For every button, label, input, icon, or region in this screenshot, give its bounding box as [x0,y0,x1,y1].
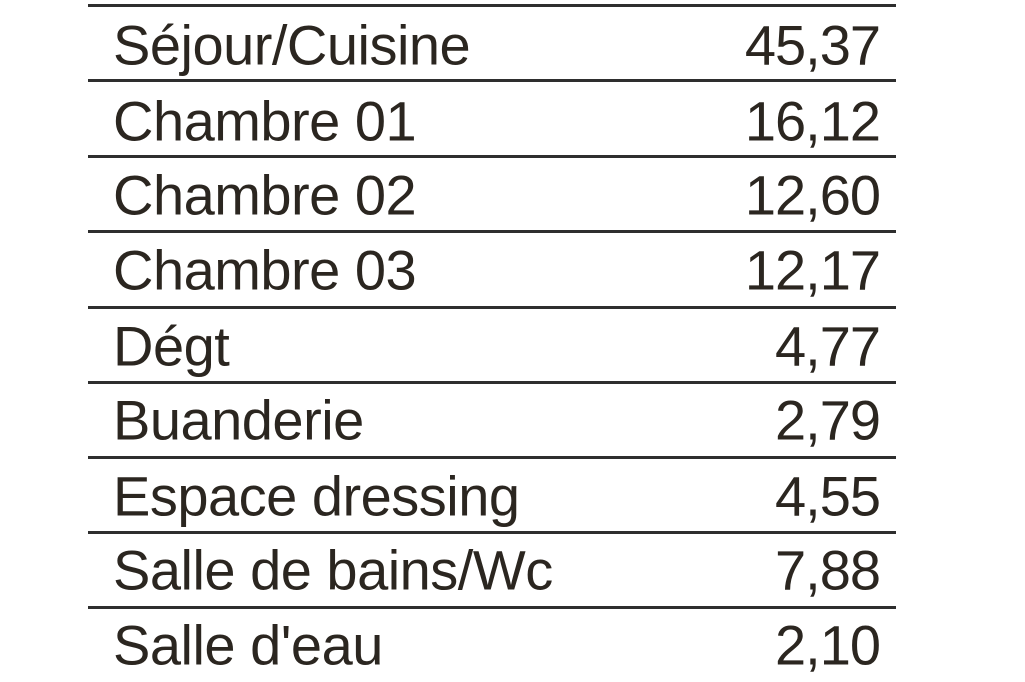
row-divider [88,306,896,309]
table-row: Salle d'eau 2,10 [88,608,896,682]
row-divider [88,230,896,233]
table-row: Dégt 4,77 [88,309,896,383]
room-area: 12,60 [744,163,881,227]
table-row: Espace dressing 4,55 [88,459,896,533]
table-row: Salle de bains/Wc 7,88 [88,533,896,607]
room-name: Chambre 01 [113,89,417,153]
room-area: 12,17 [744,238,881,302]
row-divider [88,4,896,7]
row-divider [88,79,896,82]
room-area: 7,88 [775,538,881,602]
room-name: Chambre 03 [113,238,417,302]
room-area: 2,10 [775,613,881,677]
room-name: Salle de bains/Wc [113,538,553,602]
room-name: Chambre 02 [113,163,417,227]
room-name: Buanderie [113,388,364,452]
room-name: Séjour/Cuisine [113,13,471,77]
room-name: Espace dressing [113,464,520,528]
row-divider [88,381,896,384]
table-row: Séjour/Cuisine 45,37 [88,8,896,82]
room-name: Salle d'eau [113,613,383,677]
row-divider [88,531,896,534]
table-row: Chambre 02 12,60 [88,158,896,232]
room-name: Dégt [113,314,230,378]
table-row: Buanderie 2,79 [88,383,896,457]
row-divider [88,456,896,459]
row-divider [88,606,896,609]
room-area: 45,37 [744,13,881,77]
table-row: Chambre 03 12,17 [88,233,896,307]
room-area: 2,79 [775,388,881,452]
room-area: 4,77 [775,314,881,378]
row-divider [88,155,896,158]
room-area: 16,12 [744,89,881,153]
table-row: Chambre 01 16,12 [88,84,896,158]
room-area: 4,55 [775,464,881,528]
